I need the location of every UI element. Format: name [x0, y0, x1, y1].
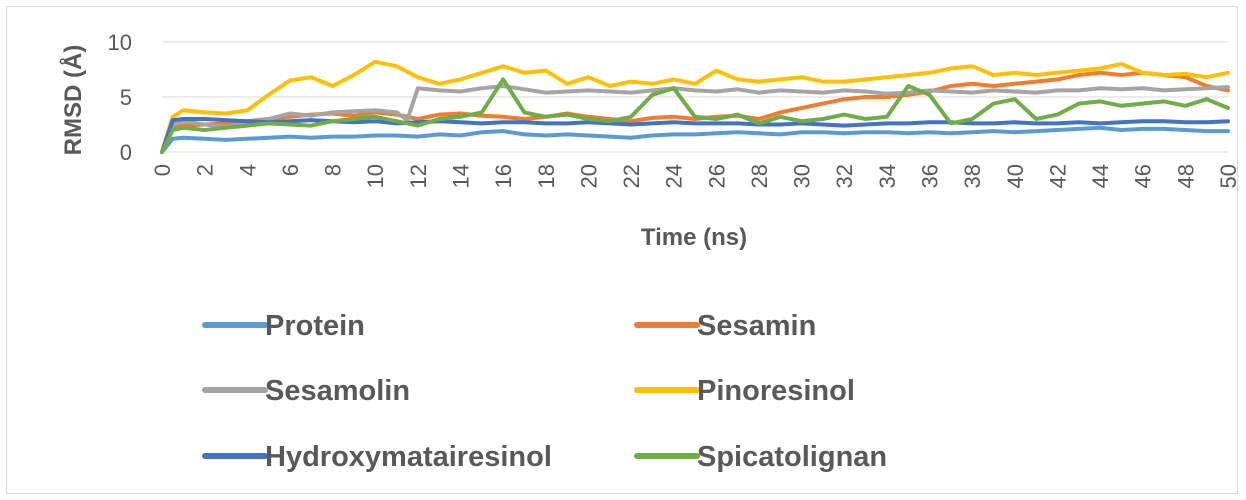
y-tick-labels: 0 5 10 — [108, 30, 132, 165]
legend-label-sesamin: Sesamin — [697, 310, 816, 342]
y-tick-0: 0 — [120, 140, 132, 165]
x-tick-22: 22 — [619, 164, 644, 188]
x-tick-18: 18 — [534, 164, 559, 188]
x-tick-14: 14 — [448, 164, 473, 188]
x-tick-32: 32 — [832, 164, 857, 188]
x-tick-0: 0 — [150, 164, 175, 176]
legend-label-sesamolin: Sesamolin — [265, 375, 410, 407]
x-tick-10: 10 — [363, 164, 388, 188]
x-tick-42: 42 — [1045, 164, 1070, 188]
x-tick-38: 38 — [960, 164, 985, 188]
series-line-spicatolignan — [160, 77, 1230, 154]
x-tick-46: 46 — [1131, 164, 1156, 188]
legend: Protein Sesamin Sesamolin Pinoresinol Hydrox… — [202, 310, 887, 473]
x-tick-28: 28 — [747, 164, 772, 188]
series-lines — [160, 59, 1230, 154]
y-axis-title: RMSD (Å) — [59, 45, 87, 156]
x-tick-44: 44 — [1088, 164, 1113, 188]
x-tick-2: 2 — [193, 164, 218, 176]
x-tick-12: 12 — [406, 164, 431, 188]
x-tick-6: 6 — [278, 164, 303, 176]
legend-label-pinoresinol: Pinoresinol — [697, 375, 855, 407]
x-axis-title: Time (ns) — [641, 224, 747, 251]
x-tick-34: 34 — [875, 164, 900, 188]
x-tick-16: 16 — [491, 164, 516, 188]
x-tick-8: 8 — [321, 164, 346, 176]
x-tick-30: 30 — [790, 164, 815, 188]
gridlines — [162, 41, 1228, 153]
x-tick-26: 26 — [704, 164, 729, 188]
x-tick-36: 36 — [918, 164, 943, 188]
x-tick-40: 40 — [1003, 164, 1028, 188]
x-tick-24: 24 — [662, 164, 687, 188]
series-line-pinoresinol — [160, 59, 1230, 154]
chart-frame — [6, 6, 1238, 494]
x-tick-50: 50 — [1216, 164, 1241, 188]
x-tick-4: 4 — [235, 164, 260, 176]
series-line-protein — [160, 125, 1230, 154]
x-tick-48: 48 — [1173, 164, 1198, 188]
legend-label-hydroxymatairesinol: Hydroxymatairesinol — [265, 441, 552, 473]
x-tick-labels: 0 2 4 6 8 10 12 14 16 18 20 22 24 26 28 30 32 34 36 38 40 42 4… — [150, 164, 1241, 188]
legend-label-spicatolignan: Spicatolignan — [697, 441, 887, 473]
y-tick-5: 5 — [120, 85, 132, 110]
legend-label-protein: Protein — [265, 310, 365, 342]
x-tick-20: 20 — [576, 164, 601, 188]
y-tick-10: 10 — [108, 30, 132, 55]
series-line-hydroxymatairesinol — [160, 117, 1230, 154]
